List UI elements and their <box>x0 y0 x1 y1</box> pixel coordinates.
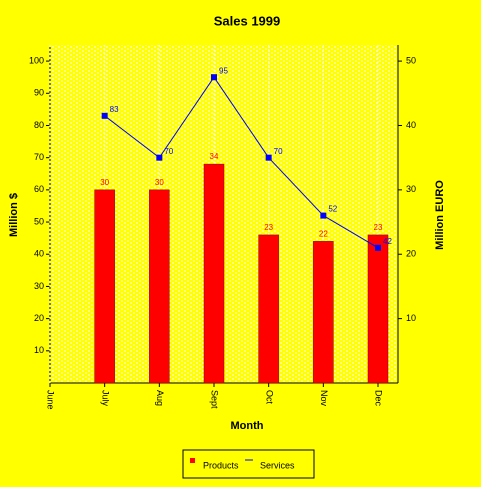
legend-swatch <box>190 458 195 463</box>
bar <box>149 189 170 384</box>
data-label: 42 <box>383 237 392 246</box>
y-tick-label: 20 <box>34 313 44 323</box>
y-tick-label: 30 <box>34 281 44 291</box>
x-tick-label: Dec <box>374 390 384 407</box>
y-tick-label: 100 <box>29 55 44 65</box>
y2-tick-label: 30 <box>406 184 416 194</box>
y-tick-label: 90 <box>34 88 44 98</box>
legend-label: Services <box>260 460 295 470</box>
x-tick-label: Oct <box>264 390 274 405</box>
data-label: 30 <box>100 178 109 187</box>
y-tick-label: 70 <box>34 152 44 162</box>
bar <box>203 163 225 384</box>
y-tick-label: 60 <box>34 184 44 194</box>
y2-tick-label: 40 <box>406 120 416 130</box>
marker <box>101 112 108 119</box>
legend <box>182 449 315 479</box>
legend-label: Products <box>203 460 239 470</box>
y2-tick-label: 10 <box>406 313 416 323</box>
marker <box>265 154 272 161</box>
bar <box>258 234 279 384</box>
data-label: 83 <box>110 105 119 114</box>
data-label: 30 <box>155 178 164 187</box>
chart-title: Sales 1999 <box>214 13 281 28</box>
y-tick-label: 40 <box>34 249 44 259</box>
bar <box>313 241 334 384</box>
x-tick-label: Aug <box>155 390 165 406</box>
data-label: 34 <box>210 152 219 161</box>
data-label: 52 <box>328 205 337 214</box>
line <box>104 76 379 249</box>
marker <box>375 244 381 251</box>
data-label: 23 <box>264 223 273 232</box>
bar <box>94 189 115 384</box>
y-tick-label: 50 <box>34 216 44 226</box>
data-label: 22 <box>319 229 328 238</box>
x-tick-label: June <box>46 390 56 410</box>
y2-tick-label: 50 <box>406 55 416 65</box>
marker <box>320 212 327 219</box>
marker <box>211 74 217 81</box>
data-label: 95 <box>219 66 228 75</box>
y-tick-label: 80 <box>34 120 44 130</box>
x-axis-title: Month <box>231 420 264 432</box>
x-tick-label: July <box>100 390 110 407</box>
y2-tick-label: 20 <box>406 249 416 259</box>
x-tick-label: Nov <box>319 390 329 407</box>
x-tick-label: Sept <box>210 390 220 409</box>
marker <box>156 154 163 161</box>
y-tick-label: 10 <box>34 345 44 355</box>
data-label: 23 <box>374 223 383 232</box>
data-label: 70 <box>164 147 173 156</box>
bar <box>367 234 389 384</box>
y-axis-title: Million $ <box>8 193 20 237</box>
data-label: 70 <box>274 147 283 156</box>
y2-axis-title: Million EURO <box>434 180 446 250</box>
